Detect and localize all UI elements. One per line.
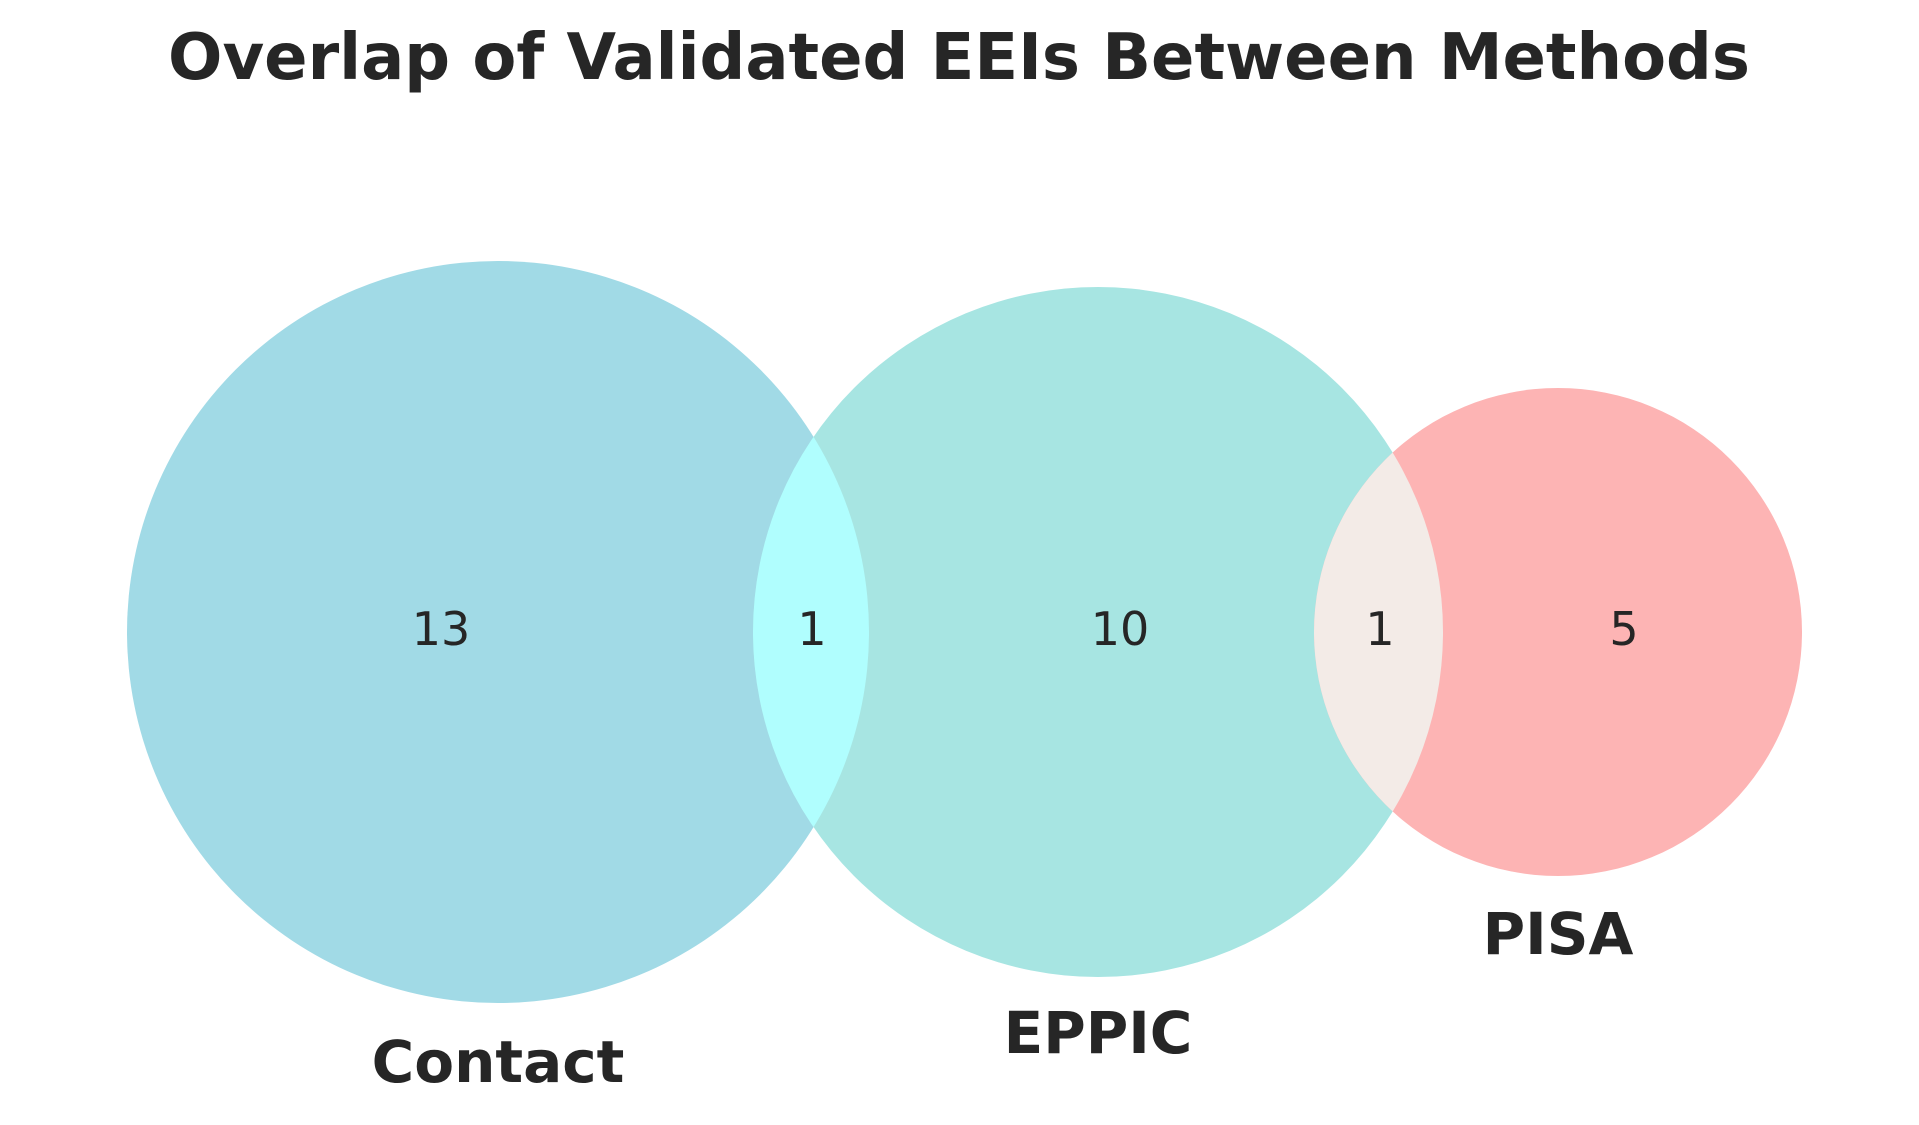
region-count-pisa-only: 5 [1609,602,1638,656]
set-label-pisa: PISA [1483,900,1634,968]
set-label-eppic: EPPIC [1004,999,1193,1067]
region-count-contact-eppic: 1 [797,602,826,656]
contact-circle [127,261,869,1003]
region-count-contact-only: 13 [412,602,471,656]
eppic-circle [753,287,1443,977]
region-count-eppic-pisa: 1 [1365,602,1394,656]
region-count-eppic-only: 10 [1091,602,1150,656]
chart-title: Overlap of Validated EEIs Between Method… [168,21,1750,95]
set-label-contact: Contact [372,1028,625,1096]
pisa-circle [1314,388,1802,876]
